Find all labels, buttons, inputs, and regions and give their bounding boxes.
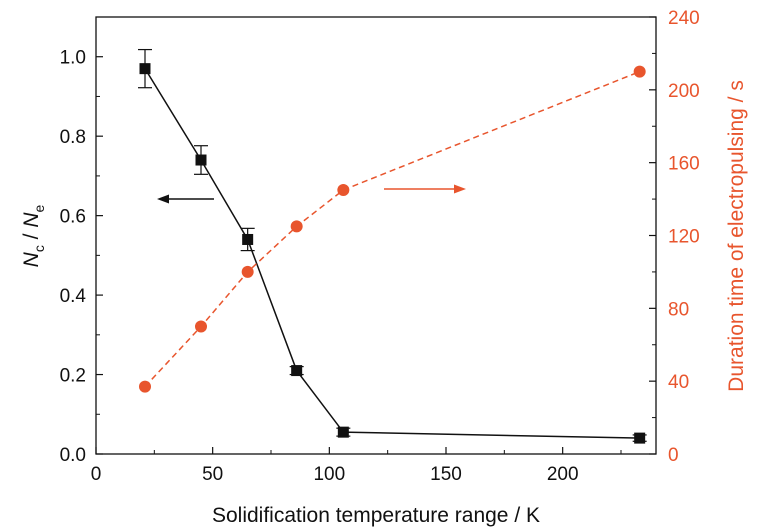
data-point-circle [139,380,151,393]
x-axis-title: Solidification temperature range / K [212,504,540,527]
x-tick-label: 50 [202,464,223,485]
y-right-tick-label: 120 [668,227,700,248]
y-left-tick-label: 0.8 [60,127,86,148]
y-right-tick-label: 160 [668,154,700,175]
data-point-circle [337,183,350,196]
data-point-circle [241,265,254,278]
x-tick-label: 150 [430,464,462,485]
data-point-circle [290,220,303,233]
x-axis: 0 50 100 150 200 [91,447,622,485]
data-point-square [195,154,207,166]
data-point-circle [195,320,207,333]
y-axis-right-title: Duration time of electropulsing / s [725,80,748,392]
series-duration [139,65,646,393]
left-axis-arrow-head [157,194,169,204]
y-axis-left: 0.0 0.2 0.4 0.6 0.8 1.0 [60,16,103,466]
x-tick-label: 0 [91,464,102,485]
y-right-tick-label: 40 [668,372,689,393]
y-right-tick-label: 240 [668,8,700,29]
y-left-tick-label: 0.6 [60,207,86,228]
plot-frame [95,16,657,455]
y-left-tick-label: 0.2 [60,366,86,387]
data-point-square [291,365,303,377]
right-axis-arrow-head [454,184,466,194]
y-left-tick-label: 0.0 [60,445,86,466]
series-line [144,68,640,439]
y-left-tick-label: 1.0 [60,48,86,69]
axis-indicator-arrows [157,184,466,204]
y-right-tick-label: 80 [668,299,689,320]
x-tick-label: 100 [313,464,345,485]
data-point-circle [633,65,646,78]
series-nc-ne [138,48,647,444]
data-point-square [337,426,349,438]
y-right-tick-label: 200 [668,81,700,102]
x-tick-label: 200 [547,464,579,485]
series-line [144,70,640,388]
data-point-square [139,63,151,75]
data-point-square [242,233,254,245]
y-axis-right: 0 40 80 120 160 200 240 [649,8,700,466]
data-point-square [634,432,646,444]
y-left-tick-label: 0.4 [60,286,87,307]
y-right-tick-label: 0 [668,445,679,466]
y-axis-left-title: Nc / Ne [20,204,47,267]
